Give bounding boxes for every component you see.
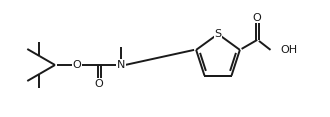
Text: OH: OH xyxy=(280,45,298,55)
Text: O: O xyxy=(253,13,262,23)
Text: O: O xyxy=(73,60,82,70)
Text: O: O xyxy=(95,79,103,89)
Text: N: N xyxy=(117,60,125,70)
Text: S: S xyxy=(214,29,221,39)
